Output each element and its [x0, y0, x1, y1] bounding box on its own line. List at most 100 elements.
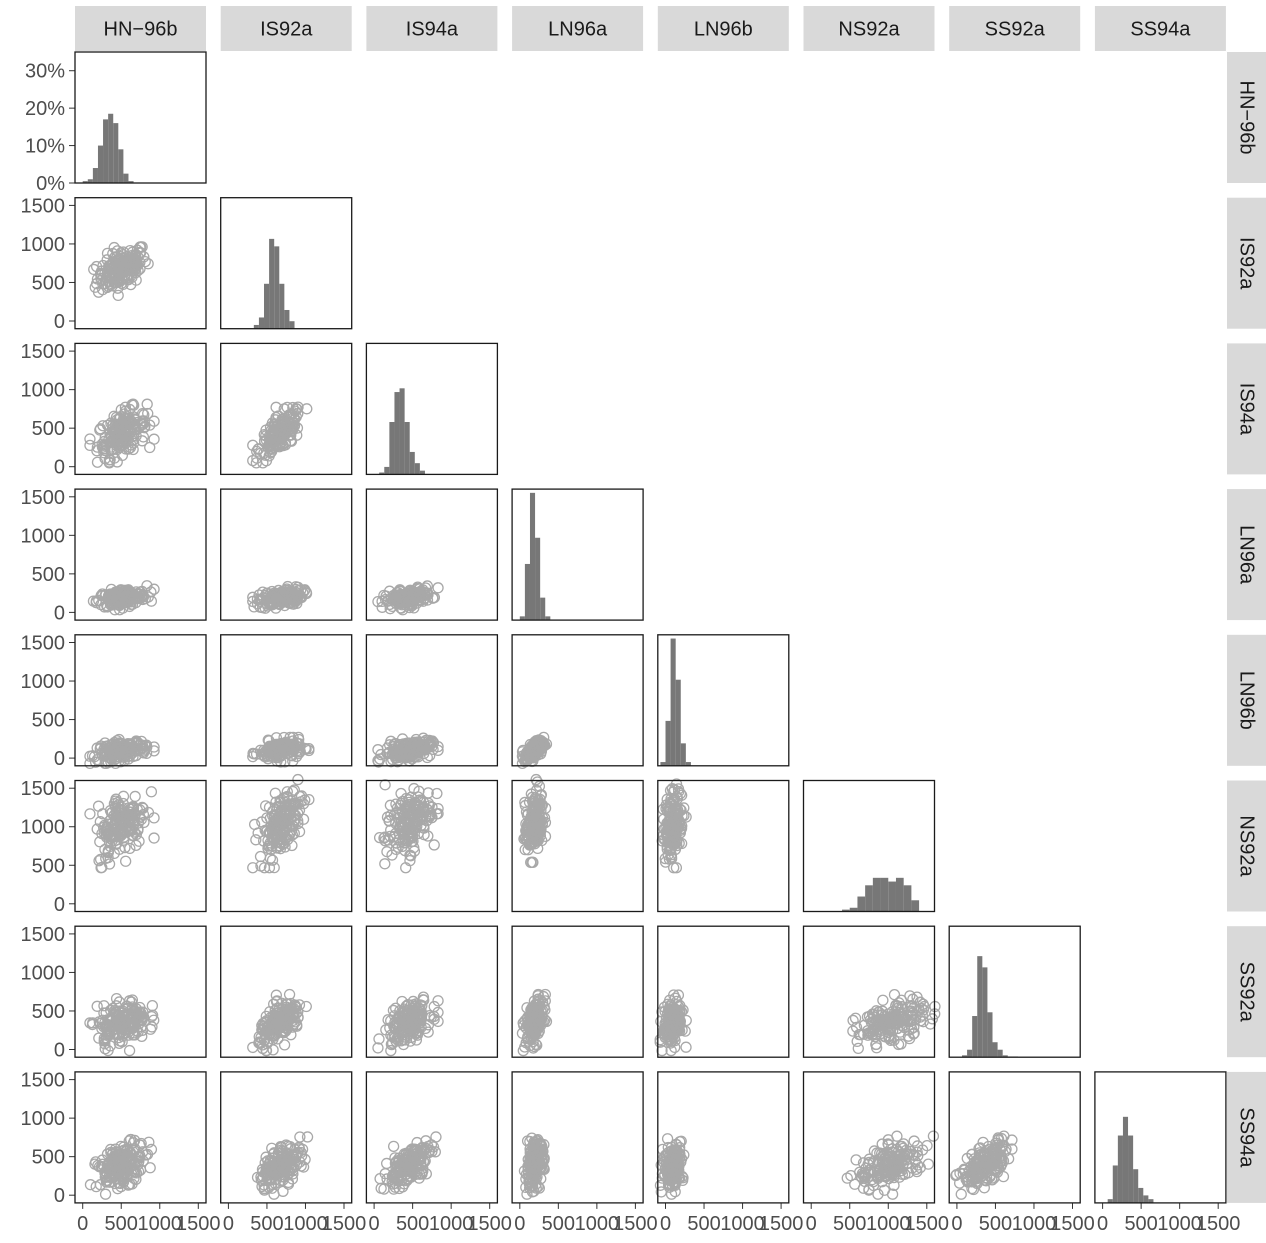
scatter-point	[121, 856, 131, 866]
scatter-point	[85, 809, 95, 819]
x-tick-label: 500	[833, 1213, 866, 1235]
histogram-bar	[977, 956, 982, 1057]
y-tick-label: 10%	[25, 136, 65, 158]
x-tick-label: 1500	[467, 1213, 512, 1235]
scatter-point	[878, 995, 888, 1005]
row-strip-label: LN96b	[1236, 671, 1258, 730]
scatter-point	[142, 399, 152, 409]
histogram-bar	[888, 882, 896, 912]
x-tick-label: 500	[979, 1213, 1012, 1235]
column-strip-label: IS94a	[406, 19, 459, 41]
y-tick-label: 1000	[21, 962, 66, 984]
histogram-bar	[896, 878, 904, 912]
scatter-point	[280, 1040, 290, 1050]
histogram-bar	[410, 452, 415, 474]
x-tick-label: 1500	[1196, 1213, 1241, 1235]
row-strip-label: IS94a	[1236, 383, 1258, 436]
y-tick-label: 500	[32, 710, 65, 732]
x-tick-label: 1500	[759, 1213, 804, 1235]
histogram-bar	[911, 900, 919, 911]
y-tick-label: 0	[54, 602, 65, 624]
y-tick-label: 1500	[21, 195, 66, 217]
x-tick-label: 0	[1097, 1213, 1108, 1235]
scatter-point	[303, 1132, 313, 1142]
x-tick-label: 500	[1124, 1213, 1157, 1235]
y-tick-label: 1000	[21, 817, 66, 839]
scatter-point	[423, 831, 433, 841]
row-strip-label: NS92a	[1236, 815, 1258, 877]
x-tick-label: 0	[951, 1213, 962, 1235]
scatter-point	[923, 1159, 933, 1169]
x-tick-label: 500	[542, 1213, 575, 1235]
histogram-bar	[405, 422, 410, 474]
scatter-point	[92, 1001, 102, 1011]
y-tick-label: 30%	[25, 61, 65, 83]
histogram-bar	[118, 149, 123, 183]
y-tick-label: 1000	[21, 380, 66, 402]
histogram-bar	[993, 1042, 998, 1057]
column-strip-label: HN−96b	[104, 19, 178, 41]
scatter-panel	[221, 343, 352, 474]
histogram-bar	[264, 284, 269, 329]
x-tick-label: 0	[77, 1213, 88, 1235]
column-strip-label: SS94a	[1130, 19, 1191, 41]
y-tick-label: 1000	[21, 525, 66, 547]
y-tick-label: 500	[32, 1001, 65, 1023]
histogram-panel	[221, 198, 352, 329]
histogram-bar	[279, 284, 284, 329]
scatter-point	[681, 1042, 691, 1052]
x-tick-label: 500	[687, 1213, 720, 1235]
x-tick-label: 0	[223, 1213, 234, 1235]
histogram-bar	[525, 564, 530, 620]
y-tick-label: 1000	[21, 1108, 66, 1130]
y-tick-label: 0	[54, 1185, 65, 1207]
scatter-point	[429, 840, 439, 850]
scatter-point	[256, 852, 266, 862]
scatter-point	[285, 989, 295, 999]
x-tick-label: 500	[396, 1213, 429, 1235]
column-strip-label: NS92a	[838, 19, 900, 41]
histogram-bar	[415, 463, 420, 474]
scatter-point	[149, 833, 159, 843]
y-tick-label: 500	[32, 855, 65, 877]
histogram-bar	[671, 639, 676, 766]
histogram-bar	[259, 317, 264, 328]
x-tick-label: 0	[660, 1213, 671, 1235]
row-strip-label: SS94a	[1236, 1107, 1258, 1168]
y-tick-label: 500	[32, 418, 65, 440]
histogram-panel	[75, 52, 206, 183]
x-tick-label: 1500	[1050, 1213, 1095, 1235]
y-tick-label: 0	[54, 748, 65, 770]
histogram-bar	[113, 123, 118, 183]
scatter-point	[380, 780, 390, 790]
histogram-bar	[987, 1012, 992, 1057]
y-tick-label: 0	[54, 894, 65, 916]
x-tick-label: 0	[806, 1213, 817, 1235]
column-strip-label: SS92a	[985, 19, 1046, 41]
histogram-bar	[676, 680, 681, 766]
scatter-point	[380, 859, 390, 869]
histogram-bar	[881, 878, 889, 912]
histogram-bar	[98, 146, 103, 183]
histogram-bar	[982, 967, 987, 1057]
scatter-point	[94, 801, 104, 811]
scatter-point	[146, 787, 156, 797]
scatter-point	[125, 1046, 135, 1056]
column-strip-label: IS92a	[260, 19, 313, 41]
scatter-point	[928, 1131, 938, 1141]
histogram-bar	[972, 1016, 977, 1057]
scatter-point	[130, 791, 140, 801]
histogram-bar	[123, 174, 128, 183]
histogram-bar	[535, 538, 540, 620]
y-tick-label: 0	[54, 311, 65, 333]
x-tick-label: 1500	[322, 1213, 367, 1235]
row-strip-label: IS92a	[1236, 237, 1258, 290]
x-tick-label: 500	[250, 1213, 283, 1235]
histogram-bar	[93, 168, 98, 183]
histogram-bar	[103, 119, 108, 183]
scatter-point	[433, 583, 443, 593]
column-strip-label: LN96b	[694, 19, 753, 41]
histogram-bar	[873, 878, 881, 912]
scatter-point	[293, 775, 303, 785]
